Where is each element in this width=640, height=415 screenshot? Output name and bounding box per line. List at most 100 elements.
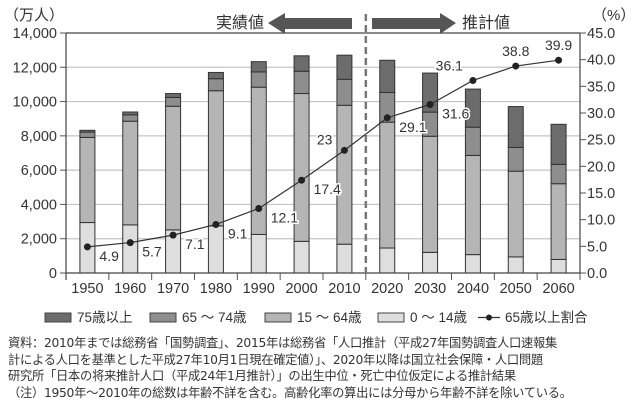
- bar-segment: [507, 146, 524, 172]
- y-right-tick-label: 35.0: [587, 79, 615, 95]
- ratio-point: [512, 62, 520, 70]
- x-tick-label: 2030: [414, 281, 446, 297]
- bar-segment: [293, 55, 310, 72]
- bar-segment: [207, 78, 224, 92]
- bar-segment: [79, 136, 96, 224]
- x-tick-label: 1960: [114, 281, 146, 297]
- ratio-point: [555, 56, 563, 64]
- ratio-point: [212, 220, 220, 228]
- bar-segment: [207, 225, 224, 274]
- bar-segment: [122, 120, 139, 226]
- legend-swatch: [44, 312, 72, 323]
- ratio-point: [83, 243, 91, 251]
- bar-segment: [464, 88, 481, 128]
- ratio-label: 17.4: [314, 181, 341, 197]
- y-right-tick-label: 0.0: [587, 266, 607, 282]
- legend: 75歳以上 65 ～ 74歳 15 ～ 64歳 0 ～ 14歳 65歳以上割合: [44, 309, 588, 325]
- x-tick-label: 2050: [500, 281, 532, 297]
- bar-segment: [464, 126, 481, 156]
- x-tick-label: 2000: [285, 281, 317, 297]
- y-right-tick-label: 10.0: [587, 213, 615, 229]
- bar-segment: [507, 256, 524, 274]
- bar-segment: [79, 129, 96, 133]
- bar-segment: [464, 254, 481, 274]
- legend-label: 65歳以上割合: [505, 309, 588, 325]
- actual-label: 実績値: [216, 14, 264, 32]
- ratio-point: [340, 146, 348, 154]
- ratio-label: 9.1: [228, 225, 248, 241]
- bar-segment: [79, 131, 96, 138]
- bar-segment: [293, 70, 310, 95]
- bar-segment: [207, 90, 224, 227]
- y-right-tick-label: 5.0: [587, 239, 607, 255]
- arrow-right-icon: [372, 13, 456, 34]
- bar-segment: [122, 111, 139, 116]
- arrow-left-icon: [268, 13, 352, 34]
- ratio-point: [298, 176, 306, 184]
- ratio-label: 7.1: [185, 236, 205, 252]
- y-left-label: （万人）: [4, 7, 64, 24]
- ratio-point: [169, 231, 177, 239]
- bar-segment: [165, 96, 182, 107]
- x-tick-label: 1950: [71, 281, 103, 297]
- bar-segment: [550, 183, 567, 260]
- legend-label: 75歳以上: [77, 310, 133, 325]
- y-left-tick-label: 6,000: [21, 163, 57, 179]
- x-tick-label: 2060: [542, 281, 574, 297]
- bar-segment: [250, 71, 267, 88]
- ratio-label: 5.7: [142, 244, 162, 260]
- bar-segment: [250, 233, 267, 274]
- bar-segment: [507, 106, 524, 148]
- y-right-tick-label: 30.0: [587, 106, 615, 122]
- gridlines: [66, 66, 580, 240]
- ratio-label: 23: [317, 131, 333, 147]
- legend-swatch: [377, 312, 405, 323]
- y-left-tick-label: 2,000: [21, 232, 57, 248]
- note-line: 資料：2010年までは総務省「国勢調査」、2015年は総務省「人口推計（平成27…: [8, 336, 557, 350]
- y-left-tick-label: 10,000: [13, 95, 57, 111]
- projected-label: 推計値: [462, 14, 510, 32]
- ratio-label: 38.8: [502, 43, 529, 59]
- bar-segment: [122, 114, 139, 122]
- bar-segment: [336, 104, 353, 245]
- bars: [79, 54, 567, 274]
- bar-segment: [250, 86, 267, 235]
- bar-segment: [250, 61, 267, 73]
- period-header: （万人） （%） 実績値 推計値: [4, 7, 635, 34]
- note-line: （注）1950年～2010年の総数は年齢不詳を含む。高齢化率の算出には分母から年…: [8, 385, 572, 400]
- bar-segment: [379, 59, 396, 93]
- note-line: 計による人口を基準とした平成27年10月1日現在確定値）」、2020年以降は国立…: [8, 352, 543, 367]
- x-tick-label: 1970: [157, 281, 189, 297]
- legend-swatch: [149, 312, 177, 323]
- x-tick-label: 2010: [328, 281, 360, 297]
- ratio-point: [255, 204, 263, 212]
- legend-dot-icon: [486, 314, 492, 321]
- note-line: 研究所「日本の将来推計人口（平成24年1月推計）」の出生中位・死亡中位仮定による…: [8, 369, 516, 383]
- bar-segment: [379, 247, 396, 274]
- bar-segment: [336, 78, 353, 106]
- legend-swatch: [264, 312, 292, 323]
- y-left-tick-label: 14,000: [13, 26, 57, 42]
- axes: 0 2,000 4,000 6,000 8,000 10,000 12,000 14,000 0…: [13, 14, 615, 297]
- population-chart: 0 2,000 4,000 6,000 8,000 10,000 12,000 14,000 0…: [4, 7, 635, 325]
- ratio-label: 12.1: [271, 209, 298, 225]
- ratio-line: 4.9 5.7 7.1 9.1 12.1 17.4 23 29.1 31.6 36.1 38.8 39…: [83, 36, 574, 265]
- y-left-tick-label: 4,000: [21, 197, 57, 213]
- ratio-label: 36.1: [436, 57, 463, 73]
- legend-label: 0 ～ 14歳: [410, 310, 468, 325]
- y-left-tick-label: 0: [49, 266, 57, 282]
- y-right-tick-label: 25.0: [587, 133, 615, 149]
- y-right-tick-label: 20.0: [587, 159, 615, 175]
- ratio-label: 39.9: [545, 37, 572, 53]
- ratio-point: [383, 114, 391, 122]
- bar-segment: [422, 251, 439, 274]
- y-right-tick-label: 15.0: [587, 186, 615, 202]
- x-tick-label: 1980: [200, 281, 232, 297]
- bar-segment: [336, 243, 353, 274]
- source-notes: 資料：2010年までは総務省「国勢調査」、2015年は総務省「人口推計（平成27…: [8, 335, 638, 401]
- x-tick-label: 1990: [243, 281, 275, 297]
- y-right-label: （%）: [592, 7, 635, 24]
- y-right-tick-label: 45.0: [587, 26, 615, 42]
- bar-segment: [550, 123, 567, 165]
- bar-segment: [293, 240, 310, 274]
